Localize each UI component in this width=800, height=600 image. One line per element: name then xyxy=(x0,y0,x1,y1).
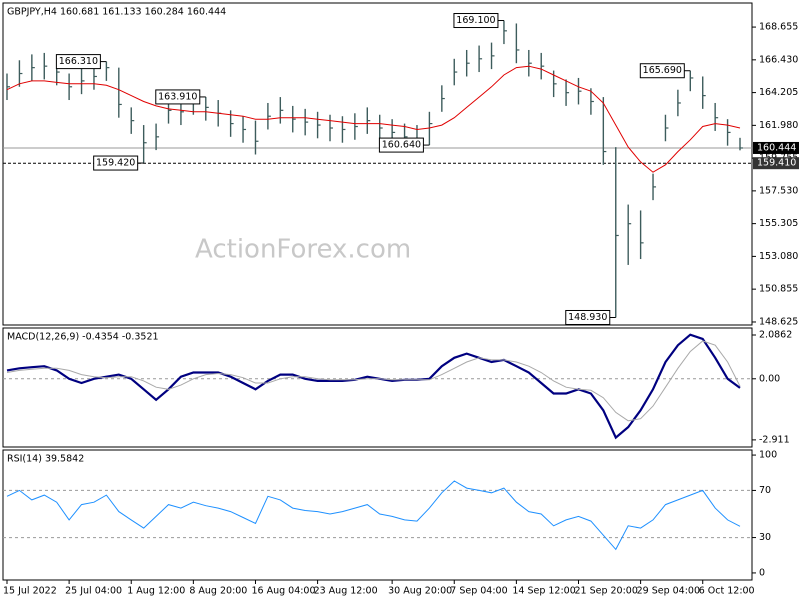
y-tick-label: 153.080 xyxy=(759,251,798,262)
price-box xyxy=(753,157,799,170)
x-tick-label: 30 Aug 20:00 xyxy=(388,586,452,597)
annotation-box xyxy=(639,63,685,79)
panel xyxy=(2,449,753,581)
y-tick-label: 166.430 xyxy=(759,54,798,65)
y-tick-label: 30 xyxy=(759,532,771,543)
y-tick-label: 70 xyxy=(759,485,771,496)
y-tick-label: 157.530 xyxy=(759,185,798,196)
annotation-box xyxy=(155,89,201,105)
series-line xyxy=(6,480,741,551)
x-tick-label: 23 Aug 12:00 xyxy=(314,586,378,597)
x-tick-label: 6 Oct 12:00 xyxy=(699,586,755,597)
x-tick-label: 14 Sep 12:00 xyxy=(512,586,575,597)
annotation-label: 163.910 xyxy=(158,91,197,102)
y-tick-label: 155.305 xyxy=(759,218,798,229)
y-tick-label: 161.980 xyxy=(759,120,798,131)
price-box xyxy=(753,141,799,154)
x-tick-label: 8 Aug 20:00 xyxy=(189,586,247,597)
y-tick-label: 164.205 xyxy=(759,87,798,98)
annotation-label: 169.100 xyxy=(456,15,495,26)
annotation-box xyxy=(565,309,611,325)
annotation-box xyxy=(378,137,424,153)
series-line xyxy=(6,65,741,173)
y-tick-label: 168.655 xyxy=(759,22,798,33)
x-tick-label: 1 Aug 12:00 xyxy=(127,586,185,597)
annotation-box xyxy=(453,13,499,29)
annotation-label: 166.310 xyxy=(59,56,98,67)
panel xyxy=(2,327,753,448)
panel-title: MACD(12,26,9) -0.4354 -0.3521 xyxy=(7,332,159,343)
annotation-label: 160.640 xyxy=(382,140,421,151)
price-label: 160.444 xyxy=(757,142,796,153)
y-tick-label: -2.911 xyxy=(759,434,790,445)
panel xyxy=(2,2,753,326)
x-tick-label: 29 Sep 04:00 xyxy=(637,586,700,597)
y-tick-label: 0 xyxy=(759,567,765,578)
panel-title: RSI(14) 39.5842 xyxy=(7,454,84,465)
x-tick-label: 16 Aug 04:00 xyxy=(251,586,315,597)
series-line xyxy=(6,333,741,440)
annotation-label: 165.690 xyxy=(643,65,682,76)
y-tick-label: 100 xyxy=(759,450,777,461)
x-tick-label: 21 Sep 20:00 xyxy=(574,586,637,597)
y-tick-label: 148.625 xyxy=(759,316,798,327)
x-tick-label: 7 Sep 04:00 xyxy=(450,586,507,597)
annotation-label: 159.420 xyxy=(96,158,135,169)
watermark: ActionForex.com xyxy=(195,235,411,265)
y-tick-label: 150.855 xyxy=(759,284,798,295)
x-tick-label: 25 Jul 04:00 xyxy=(65,586,122,597)
y-tick-label: 2.0862 xyxy=(759,330,792,341)
panel-title: GBPJPY,H4 160.681 161.133 160.284 160.44… xyxy=(7,7,226,18)
annotation-box xyxy=(93,155,139,171)
price-label: 159.410 xyxy=(757,158,796,169)
x-tick-label: 15 Jul 2022 xyxy=(3,586,57,597)
annotation-box xyxy=(55,54,101,70)
y-tick-label: 0.00 xyxy=(759,373,780,384)
annotation-label: 148.930 xyxy=(568,312,607,323)
series-line xyxy=(6,340,741,422)
